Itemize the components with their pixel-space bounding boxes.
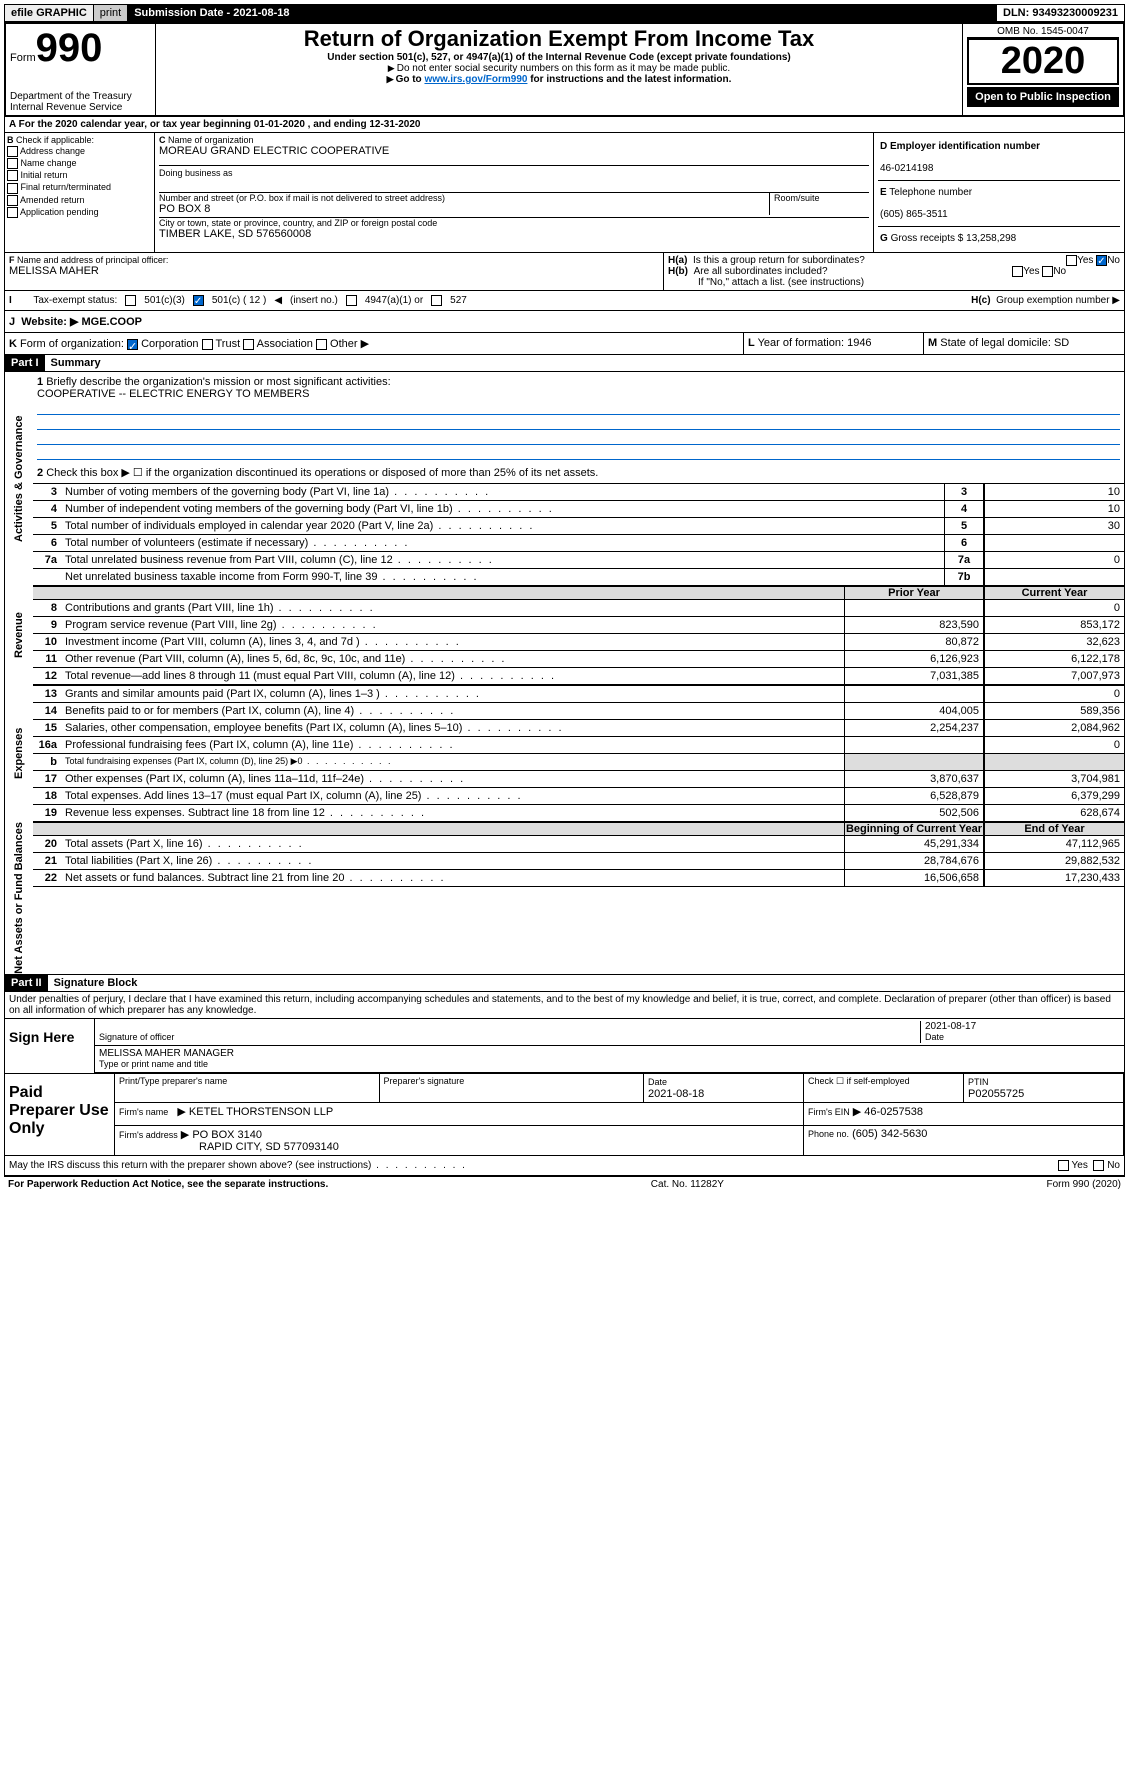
prep-date: 2021-08-18 — [648, 1088, 704, 1100]
check-amended[interactable]: Amended return — [7, 195, 152, 206]
dln-number: DLN: 93493230009231 — [997, 5, 1124, 21]
check-527[interactable] — [431, 295, 442, 306]
check-other[interactable] — [316, 339, 327, 350]
check-association[interactable] — [243, 339, 254, 350]
dept-treasury: Department of the Treasury — [10, 91, 151, 102]
ssn-note: Do not enter social security numbers on … — [160, 63, 958, 74]
tax-year: 2020 — [967, 38, 1119, 85]
check-application-pending[interactable]: Application pending — [7, 207, 152, 218]
section-i-taxstatus: I Tax-exempt status: 501(c)(3) ✓ 501(c) … — [4, 291, 1125, 311]
firm-name: KETEL THORSTENSON LLP — [189, 1106, 333, 1118]
check-address-change[interactable]: Address change — [7, 146, 152, 157]
part1-body: Activities & Governance 1 Briefly descri… — [4, 372, 1125, 975]
firm-addr2: RAPID CITY, SD 577093140 — [199, 1141, 339, 1153]
check-trust[interactable] — [202, 339, 213, 350]
part2-header-row: Part II Signature Block — [4, 975, 1125, 992]
part1-header-row: Part I Summary — [4, 355, 1125, 372]
check-name-change[interactable]: Name change — [7, 158, 152, 169]
perjury-statement: Under penalties of perjury, I declare th… — [4, 992, 1125, 1019]
omb-number: OMB No. 1545-0047 — [967, 26, 1119, 38]
check-501c[interactable]: ✓ — [193, 295, 204, 306]
org-address: PO BOX 8 — [159, 203, 769, 215]
paid-preparer-section: Paid Preparer Use Only Print/Type prepar… — [4, 1074, 1125, 1156]
check-initial-return[interactable]: Initial return — [7, 170, 152, 181]
check-final-return[interactable]: Final return/terminated — [7, 182, 152, 193]
top-bar: efile GRAPHIC print Submission Date - 20… — [4, 4, 1125, 22]
state-domicile: SD — [1054, 337, 1069, 349]
part1-badge: Part I — [5, 355, 45, 371]
check-501c3[interactable] — [125, 295, 136, 306]
form-title: Return of Organization Exempt From Incom… — [160, 26, 958, 52]
section-d-g: D Employer identification number 46-0214… — [874, 133, 1124, 252]
ein-value: 46-0214198 — [880, 163, 933, 174]
goto-note: Go to www.irs.gov/Form990 for instructio… — [160, 74, 958, 85]
section-j-website: J Website: ▶ MGE.COOP — [4, 311, 1125, 333]
open-public-badge: Open to Public Inspection — [967, 87, 1119, 107]
page-footer: For Paperwork Reduction Act Notice, see … — [4, 1176, 1125, 1192]
year-formation: 1946 — [847, 337, 871, 349]
sign-here-section: Sign Here Signature of officer 2021-08-1… — [4, 1019, 1125, 1074]
firm-addr1: PO BOX 3140 — [192, 1129, 262, 1141]
discuss-no[interactable] — [1093, 1160, 1104, 1171]
form-subtitle: Under section 501(c), 527, or 4947(a)(1)… — [160, 52, 958, 63]
check-4947[interactable] — [346, 295, 357, 306]
print-button[interactable]: print — [93, 5, 128, 21]
vlabel-expenses: Expenses — [5, 685, 33, 822]
submission-date: Submission Date - 2021-08-18 — [128, 5, 997, 21]
phone-value: (605) 865-3511 — [880, 209, 948, 220]
section-k-l-m: K Form of organization: ✓ Corporation Tr… — [4, 333, 1125, 355]
officer-name: MELISSA MAHER — [9, 265, 659, 277]
mission-text: COOPERATIVE -- ELECTRIC ENERGY TO MEMBER… — [37, 388, 1120, 400]
vlabel-governance: Activities & Governance — [5, 372, 33, 586]
discuss-yes[interactable] — [1058, 1160, 1069, 1171]
irs-link[interactable]: www.irs.gov/Form990 — [424, 74, 527, 85]
self-employed-check[interactable]: Check ☐ if self-employed — [804, 1074, 964, 1103]
firm-ein: 46-0257538 — [864, 1106, 923, 1118]
firm-phone: (605) 342-5630 — [852, 1128, 927, 1140]
officer-printed-name: MELISSA MAHER MANAGER — [99, 1048, 234, 1059]
section-f-h: F Name and address of principal officer:… — [4, 253, 1125, 291]
vlabel-revenue: Revenue — [5, 586, 33, 685]
discuss-row: May the IRS discuss this return with the… — [4, 1156, 1125, 1176]
org-info-grid: B Check if applicable: Address change Na… — [4, 133, 1125, 253]
form-header: Form990 Department of the Treasury Inter… — [4, 22, 1125, 117]
part2-badge: Part II — [5, 975, 48, 991]
check-corporation[interactable]: ✓ — [127, 339, 138, 350]
section-c-name: C Name of organization MOREAU GRAND ELEC… — [155, 133, 874, 252]
dept-irs: Internal Revenue Service — [10, 102, 151, 113]
org-name: MOREAU GRAND ELECTRIC COOPERATIVE — [159, 145, 869, 157]
ptin-value: P02055725 — [968, 1088, 1024, 1100]
sig-date: 2021-08-17 — [925, 1021, 976, 1032]
form-number: Form990 — [10, 26, 151, 71]
website-value[interactable]: MGE.COOP — [81, 316, 142, 328]
efile-link[interactable]: efile GRAPHIC — [5, 5, 93, 21]
vlabel-netassets: Net Assets or Fund Balances — [5, 822, 33, 974]
section-b-checks: B Check if applicable: Address change Na… — [5, 133, 155, 252]
gross-receipts: 13,258,298 — [966, 233, 1016, 244]
org-city: TIMBER LAKE, SD 576560008 — [159, 228, 869, 240]
section-a-taxyear: A For the 2020 calendar year, or tax yea… — [4, 117, 1125, 133]
